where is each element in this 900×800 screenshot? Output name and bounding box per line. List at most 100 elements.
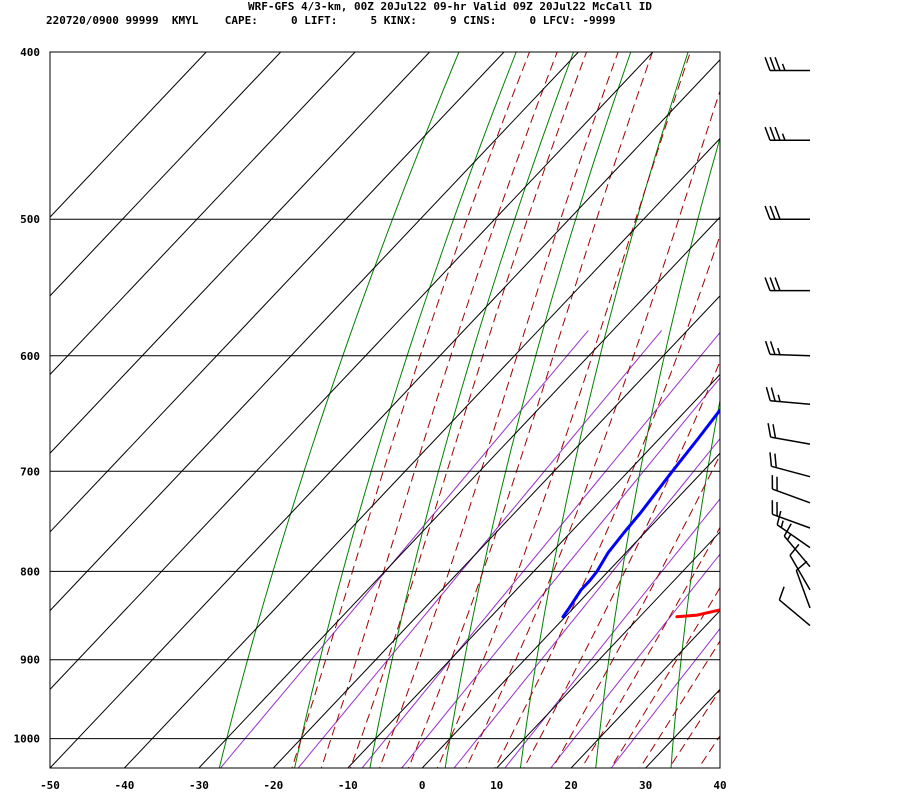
wind-barb-feather [776, 510, 782, 525]
moist-adiabat-line [291, 52, 531, 768]
wind-barb-staff [771, 465, 811, 478]
wind-barb [764, 277, 810, 292]
moist-adiabat-line [552, 453, 720, 768]
wind-barb-feather [772, 424, 777, 439]
moist-adiabat-line [639, 640, 720, 768]
x-tick-label: -20 [263, 779, 283, 792]
wind-barb-feather [780, 520, 784, 528]
isotherm-line [719, 767, 720, 768]
moist-adiabat-line [407, 52, 654, 768]
wind-barb-feather [781, 133, 786, 141]
wind-barb-feather [777, 394, 781, 402]
moist-adiabat-line [494, 233, 720, 768]
moist-adiabat-line [320, 52, 558, 768]
isotherm-line [50, 58, 720, 768]
wind-barb-feather [765, 386, 771, 401]
mixing-ratio-line [361, 331, 720, 768]
isotherm-line [50, 52, 207, 218]
mixing-ratio-line [550, 553, 720, 768]
isotherm-line [496, 531, 720, 768]
wind-barb-feather [774, 205, 781, 220]
mixing-ratio-line [297, 330, 663, 768]
wind-barb-feather [767, 423, 772, 438]
isotherm-line [347, 373, 720, 768]
wind-barb-feather [769, 57, 776, 71]
isotherm-line [50, 52, 505, 533]
wind-barb-feather [769, 341, 776, 355]
isotherm-line [50, 52, 654, 691]
wind-barb-staff [769, 353, 811, 357]
station-info-line: 220720/0900 99999 KMYL CAPE: 0 LIFT: 5 K… [46, 14, 616, 27]
wind-barb [789, 543, 811, 591]
wind-barb [769, 452, 811, 478]
moist-adiabat-line [378, 52, 619, 768]
wind-barb [765, 386, 811, 405]
isotherm-line [50, 52, 579, 612]
wind-barb-feather [774, 277, 781, 291]
wind-barb-feather [789, 543, 800, 556]
wind-barb-staff [772, 488, 811, 504]
x-tick-label: -40 [114, 779, 134, 792]
moist-adiabat-line [349, 52, 588, 768]
x-tick-label: -10 [338, 779, 358, 792]
dry-adiabat-line [519, 52, 689, 768]
wind-barb-feather [764, 205, 771, 220]
moist-adiabat-line [465, 89, 720, 768]
wind-barb [764, 57, 810, 72]
wind-barb-feather [774, 126, 781, 141]
y-tick-label: 1000 [14, 733, 41, 746]
isotherm-line [50, 52, 430, 454]
wind-barb-feather [774, 453, 777, 468]
wind-barb-feather [783, 523, 792, 537]
dry-adiabat-line [369, 52, 575, 768]
mixing-ratio-line [453, 437, 720, 768]
wind-barb-staff [770, 436, 811, 445]
plot-frame [49, 51, 721, 769]
isotherm-line [421, 452, 720, 768]
isotherm-line [645, 688, 720, 768]
wind-barb-staff [776, 524, 811, 549]
x-tick-label: -30 [189, 779, 209, 792]
wind-barb-feather [781, 63, 786, 71]
wind-barb [771, 475, 811, 504]
isotherm-line [272, 295, 720, 768]
y-tick-label: 500 [20, 213, 40, 226]
wind-barb-feather [769, 205, 776, 220]
isotherm-line [570, 609, 720, 768]
isotherm-line [50, 52, 356, 376]
wind-barb [776, 510, 811, 549]
wind-barb-feather [774, 57, 781, 71]
wind-barb-staff [789, 554, 811, 591]
dry-adiabat-line [670, 397, 720, 768]
wind-barb-staff [778, 599, 811, 627]
moist-adiabat-line [610, 586, 720, 768]
isotherm-line [198, 216, 720, 768]
mixing-ratio-line [219, 330, 589, 768]
x-tick-label: 20 [564, 779, 577, 792]
wind-barbs [764, 57, 811, 627]
moist-adiabat-line [697, 734, 720, 768]
grid [50, 51, 720, 768]
x-tick-label: -50 [40, 779, 60, 792]
x-tick-label: 10 [490, 779, 503, 792]
profiles [561, 407, 720, 619]
dewpoint-profile-line [561, 407, 720, 619]
moist-adiabat-line [581, 526, 720, 768]
wind-barb-staff [770, 399, 811, 405]
wind-barb-feather [764, 57, 771, 71]
wind-barb-feather [769, 126, 776, 141]
wind-barb [764, 205, 810, 220]
dry-adiabat-line [294, 52, 517, 768]
wind-barb-feather [770, 387, 776, 402]
mixing-ratio-line [401, 377, 720, 768]
y-tick-label: 600 [20, 350, 40, 363]
wind-barb-feather [777, 347, 781, 356]
y-tick-label: 700 [20, 465, 40, 478]
wind-barb-feather [764, 277, 771, 291]
dry-adiabat-line [595, 136, 720, 768]
dry-adiabat-line [822, 33, 900, 775]
wind-barb [764, 340, 811, 357]
wind-barb [767, 423, 811, 445]
background-lines [218, 33, 900, 775]
